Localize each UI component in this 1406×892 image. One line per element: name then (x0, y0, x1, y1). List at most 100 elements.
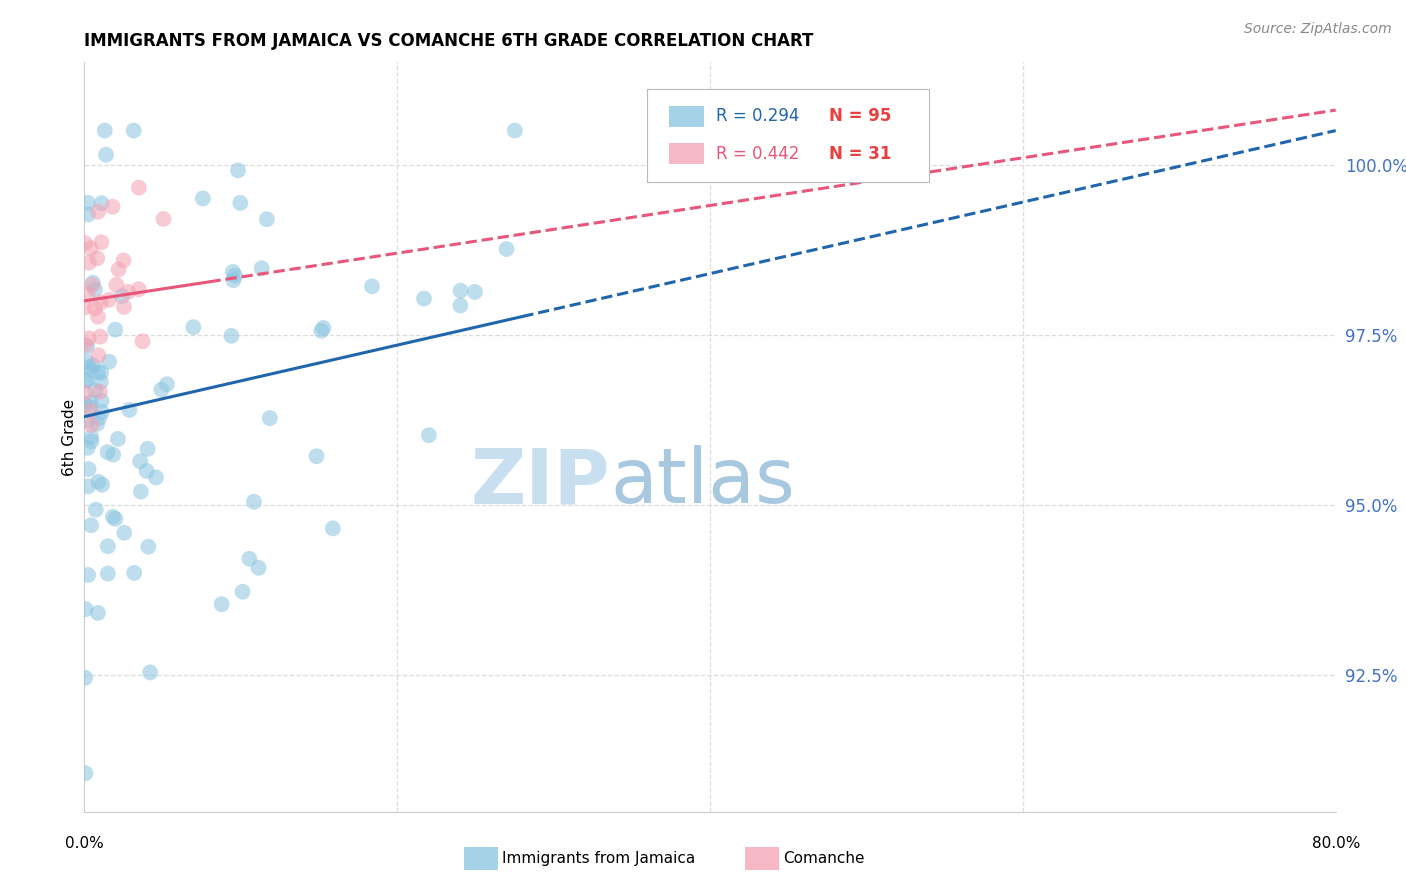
Point (418, 428, 440, 442)
Point (222, 265, 245, 279)
Point (80, 241, 103, 255)
Point (80, 395, 103, 409)
Point (104, 512, 127, 526)
Point (87, 366, 110, 380)
Point (90, 366, 112, 380)
Point (76, 195, 98, 210)
Point (150, 383, 173, 397)
Point (129, 454, 152, 468)
Point (89, 329, 111, 343)
Point (87, 348, 110, 362)
Point (90, 196, 112, 211)
Point (77, 568, 100, 582)
Point (138, 540, 160, 554)
Point (103, 448, 125, 462)
Point (224, 268, 246, 283)
Point (87, 204, 110, 219)
Text: Source: ZipAtlas.com: Source: ZipAtlas.com (1244, 22, 1392, 37)
Point (80, 430, 103, 444)
Point (77, 359, 100, 374)
Point (75, 354, 97, 368)
Point (86, 417, 108, 431)
Point (131, 334, 153, 349)
Point (91, 477, 114, 491)
Point (76, 414, 98, 428)
Point (90, 405, 112, 419)
Point (90, 235, 112, 250)
Point (80, 518, 103, 533)
Point (75, 397, 97, 411)
Text: N = 31: N = 31 (830, 145, 891, 163)
Point (94, 123, 117, 137)
Point (112, 300, 135, 314)
Point (503, 123, 526, 137)
Point (107, 262, 129, 277)
Point (80, 363, 103, 377)
Point (75, 766, 97, 780)
Point (90, 295, 112, 310)
Point (90, 393, 112, 408)
Point (105, 277, 128, 292)
Text: N = 95: N = 95 (830, 107, 891, 126)
Point (139, 665, 162, 680)
Point (136, 442, 159, 456)
Point (97, 566, 120, 581)
Point (75, 301, 97, 315)
Point (128, 180, 150, 194)
FancyBboxPatch shape (669, 144, 704, 164)
Point (75, 337, 97, 351)
Point (226, 163, 249, 178)
Point (135, 464, 157, 478)
Point (191, 191, 214, 205)
Point (76, 339, 98, 353)
Point (104, 323, 127, 337)
Point (117, 285, 139, 299)
Point (77, 255, 100, 269)
Point (322, 521, 344, 535)
Point (75, 602, 97, 616)
Point (75, 671, 97, 685)
Point (156, 377, 179, 392)
Point (122, 566, 145, 580)
Point (152, 211, 174, 226)
Point (232, 584, 254, 599)
Point (112, 253, 135, 268)
Point (76, 374, 98, 388)
Point (361, 279, 384, 293)
Point (450, 284, 472, 298)
FancyBboxPatch shape (669, 106, 704, 127)
Point (221, 329, 243, 343)
Point (98, 293, 121, 307)
Point (128, 282, 150, 296)
Point (464, 285, 486, 299)
Text: Comanche: Comanche (783, 851, 865, 865)
Point (243, 495, 266, 509)
Point (82, 359, 104, 373)
Point (413, 292, 436, 306)
Point (250, 261, 273, 276)
Point (76, 287, 98, 301)
Point (87, 310, 110, 324)
Point (495, 242, 517, 256)
Point (118, 403, 141, 417)
Point (98, 355, 121, 369)
Point (112, 525, 135, 540)
Point (222, 273, 245, 287)
Point (259, 411, 281, 425)
Point (77, 462, 100, 476)
Point (101, 200, 124, 214)
Text: ZIP: ZIP (471, 445, 610, 519)
Point (77, 207, 100, 221)
Point (94, 147, 117, 161)
Point (75, 386, 97, 401)
Text: 80.0%: 80.0% (1312, 836, 1360, 851)
Point (84, 283, 107, 297)
Point (312, 321, 335, 335)
Point (77, 479, 100, 493)
Point (238, 551, 260, 566)
Point (145, 470, 167, 484)
Text: R = 0.294: R = 0.294 (716, 107, 800, 126)
Point (75, 374, 97, 388)
Point (229, 195, 252, 210)
Text: Immigrants from Jamaica: Immigrants from Jamaica (502, 851, 695, 865)
